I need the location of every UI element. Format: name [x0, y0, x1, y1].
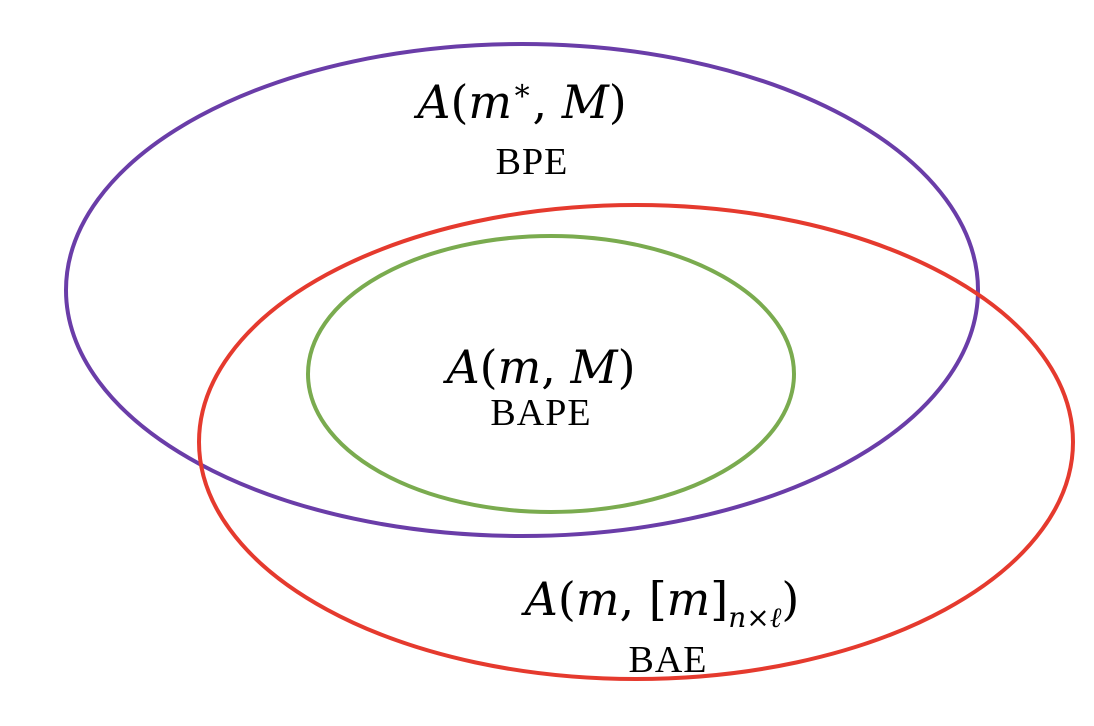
bape-caption: BAPE: [490, 392, 591, 434]
bpe-label: A(m∗, M) BPE: [413, 73, 627, 183]
bae-caption: BAE: [629, 639, 708, 681]
bape-set-ellipse: [306, 234, 796, 514]
bpe-set-ellipse: [64, 42, 980, 538]
bpe-caption: BPE: [496, 141, 569, 183]
bae-set-ellipse: [197, 203, 1075, 681]
bae-expression: A(m, [m]n×ℓ): [521, 572, 800, 634]
bpe-expression: A(m∗, M): [413, 73, 627, 129]
bape-expression: A(m, M): [442, 340, 635, 394]
bae-label: A(m, [m]n×ℓ) BAE: [521, 572, 800, 681]
bape-label: A(m, M) BAPE: [442, 340, 635, 434]
